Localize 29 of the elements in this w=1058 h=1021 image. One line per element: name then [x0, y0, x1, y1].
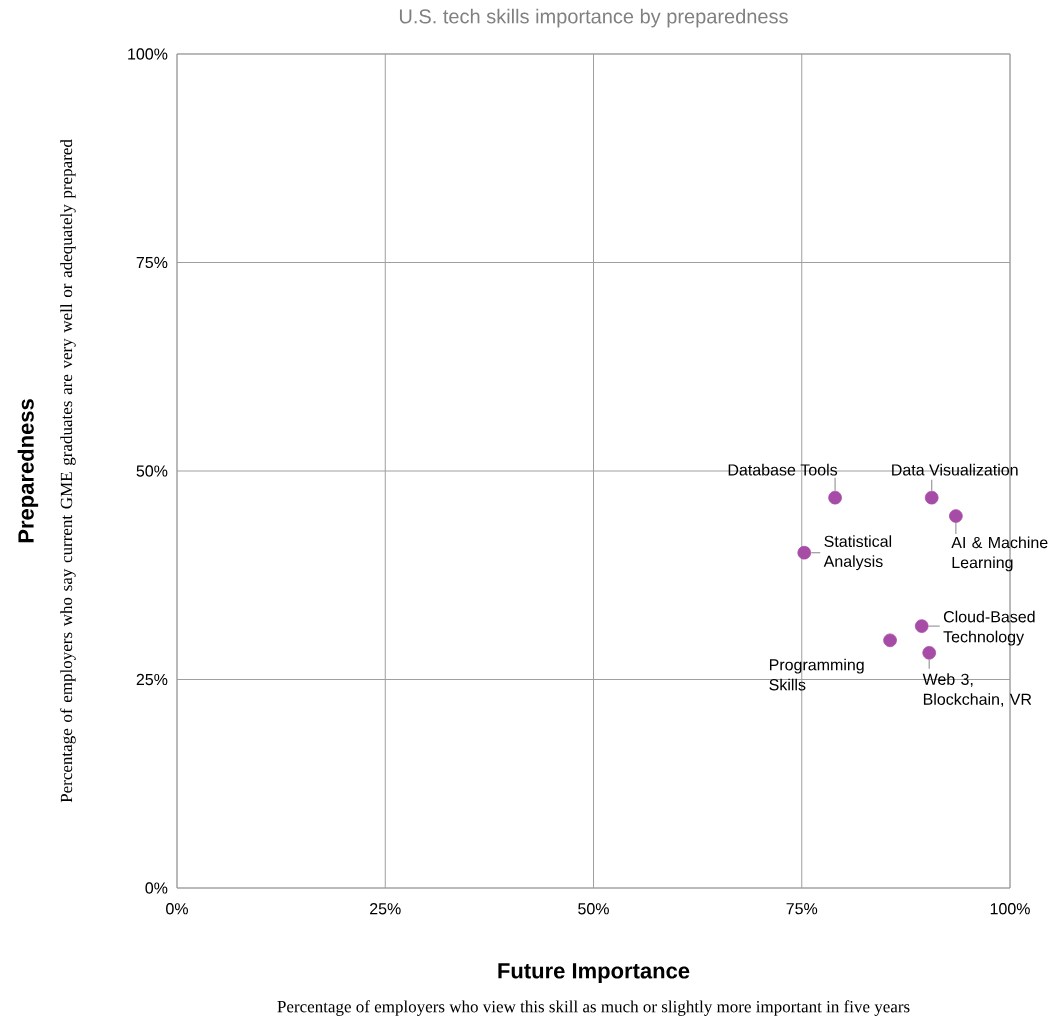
- x-tick-label: 50%: [578, 903, 609, 915]
- annotation: Statistical Analysis: [823, 535, 892, 571]
- chart-title: U.S. tech skills importance by preparedness: [399, 8, 788, 28]
- x-tick-label: 25%: [370, 903, 401, 915]
- y-tick-label: 75%: [136, 256, 168, 269]
- x-tick-label: 75%: [786, 903, 818, 915]
- point: [949, 509, 963, 523]
- y-tick-label: 100%: [128, 48, 168, 60]
- annotation: Cloud-Based Technology: [943, 610, 1035, 646]
- y-tick-label: 25%: [136, 673, 168, 686]
- annotation: AI & Machine Learning: [951, 536, 1048, 572]
- text: Percentage of employers who say current GME graduates are very well or adequately prepared: [60, 139, 76, 803]
- annotation: Data Visualization: [892, 463, 1018, 476]
- annotation: Database Tools: [728, 463, 838, 476]
- annotation: Programming Skills: [769, 658, 864, 691]
- point: [883, 633, 897, 648]
- point: [828, 490, 842, 505]
- x-tick-label: 0%: [166, 903, 188, 915]
- x-tick-label: 100%: [990, 903, 1030, 915]
- x-axis-title: Future Importance: [498, 963, 690, 983]
- point: [924, 490, 939, 505]
- text: Percentage of employers who view this skill as much or slightly more important in five years: [277, 1000, 910, 1016]
- y-tick-label: 50%: [136, 465, 168, 477]
- y-tick-label: 0%: [145, 882, 168, 894]
- point: [797, 545, 812, 560]
- annotation: Web 3, Blockchain, VR: [922, 673, 1032, 707]
- point: [922, 646, 937, 660]
- point: [914, 619, 929, 633]
- y-axis-title: Preparedness: [17, 399, 39, 543]
